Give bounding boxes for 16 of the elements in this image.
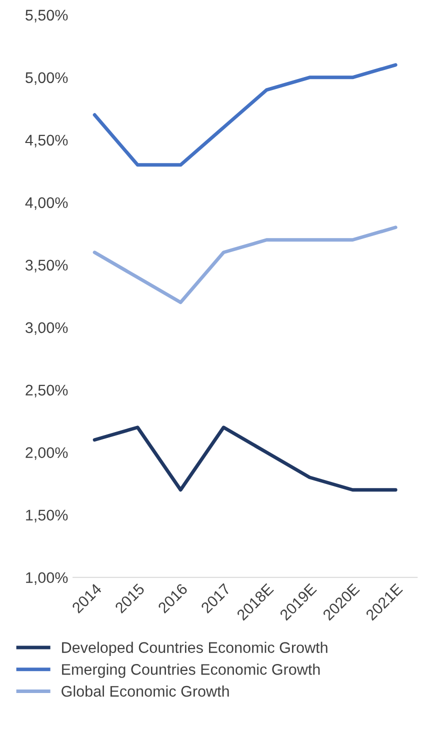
y-tick-label: 3,00% [26, 322, 68, 335]
line-series [92, 426, 398, 492]
y-tick-label: 4,00% [25, 197, 68, 210]
legend-label: Global Economic Growth [62, 686, 229, 697]
y-tick-label: 4,50% [25, 134, 68, 148]
line-series [92, 63, 398, 167]
y-tick-label: 1,50% [26, 510, 68, 522]
y-tick-label: 2,00% [26, 447, 68, 460]
y-tick-label: 3,50% [26, 260, 68, 272]
y-tick-label: 2,50% [26, 384, 68, 398]
line-series [92, 226, 398, 304]
legend-label: Developed Countries Economic Growth [62, 642, 328, 656]
y-tick-label: 5,50% [26, 10, 68, 22]
y-tick-label: 1,00% [26, 572, 68, 585]
y-tick-label: 5,00% [26, 72, 68, 85]
legend-label: Emerging Countries Economic Growth [62, 664, 320, 678]
